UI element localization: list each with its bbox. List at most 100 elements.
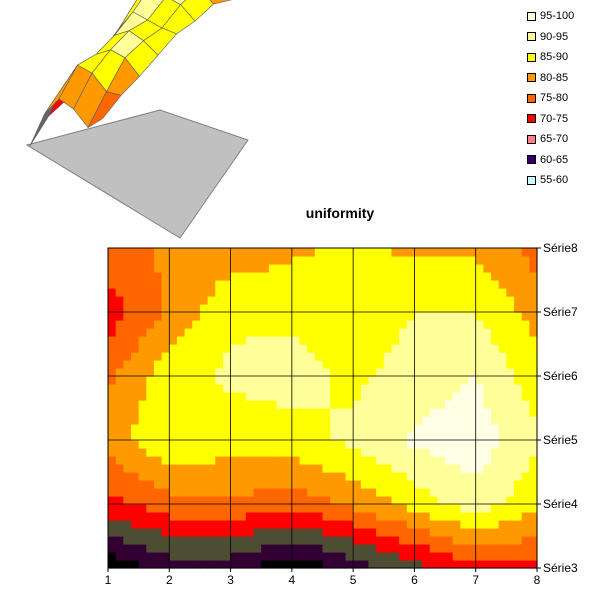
contour-cell bbox=[146, 312, 155, 321]
contour-cell bbox=[498, 496, 507, 505]
contour-cell bbox=[391, 416, 400, 425]
contour-cell bbox=[475, 288, 484, 297]
contour-cell bbox=[268, 448, 278, 457]
contour-cell bbox=[238, 408, 247, 417]
contour-cell bbox=[399, 504, 408, 513]
contour-cell bbox=[130, 400, 140, 409]
contour-cell bbox=[153, 456, 163, 465]
contour-cell bbox=[169, 328, 178, 337]
contour-cell bbox=[230, 264, 239, 273]
contour-cell bbox=[291, 496, 301, 505]
contour-cell bbox=[276, 408, 285, 417]
x-tick-label: 5 bbox=[350, 573, 357, 587]
contour-cell bbox=[123, 304, 132, 313]
contour-cell bbox=[130, 416, 140, 425]
contour-cell bbox=[108, 512, 117, 521]
contour-cell bbox=[368, 472, 377, 481]
contour-cell bbox=[161, 552, 170, 561]
contour-cell bbox=[284, 280, 293, 289]
contour-cell bbox=[238, 528, 247, 537]
contour-cell bbox=[199, 272, 209, 281]
contour-cell bbox=[215, 288, 224, 297]
contour-cell bbox=[299, 312, 308, 321]
contour-cell bbox=[322, 416, 331, 425]
contour-cell bbox=[414, 376, 423, 385]
contour-cell bbox=[199, 536, 209, 545]
contour-cell bbox=[376, 408, 385, 417]
contour-cell bbox=[123, 248, 132, 257]
contour-cell bbox=[215, 328, 224, 337]
contour-cell bbox=[460, 312, 469, 321]
contour-cell bbox=[460, 464, 469, 473]
contour-cell bbox=[130, 560, 140, 569]
contour-cell bbox=[337, 448, 347, 457]
contour-cell bbox=[468, 536, 477, 545]
contour-cell bbox=[108, 528, 117, 537]
contour-cell bbox=[337, 272, 347, 281]
contour-cell bbox=[360, 288, 370, 297]
contour-cell bbox=[429, 536, 439, 545]
series-tick-label: Série3 bbox=[543, 561, 578, 575]
contour-cell bbox=[222, 456, 232, 465]
contour-cell bbox=[529, 312, 538, 321]
contour-cell bbox=[498, 272, 507, 281]
contour-cell bbox=[337, 480, 347, 489]
contour-cell bbox=[268, 312, 278, 321]
contour-cell bbox=[245, 480, 255, 489]
contour-cell bbox=[184, 536, 193, 545]
contour-cell bbox=[437, 336, 446, 345]
contour-cell bbox=[169, 440, 178, 449]
contour-cell bbox=[115, 512, 124, 521]
contour-cell bbox=[176, 296, 186, 305]
contour-cell bbox=[322, 408, 331, 417]
contour-cell bbox=[498, 560, 507, 569]
contour-cell bbox=[406, 432, 416, 441]
legend-item: 70-75 bbox=[527, 109, 597, 130]
contour-cell bbox=[115, 496, 124, 505]
contour-cell bbox=[475, 264, 484, 273]
contour-cell bbox=[284, 256, 293, 265]
contour-cell bbox=[245, 552, 255, 561]
contour-cell bbox=[222, 520, 232, 529]
contour-cell bbox=[199, 352, 209, 361]
contour-cell bbox=[184, 480, 193, 489]
contour-cell bbox=[230, 560, 239, 569]
contour-cell bbox=[422, 288, 431, 297]
contour-cell bbox=[406, 520, 416, 529]
contour-cell bbox=[115, 552, 124, 561]
contour-cell bbox=[253, 456, 262, 465]
contour-cell bbox=[483, 376, 492, 385]
contour-cell bbox=[491, 440, 500, 449]
contour-cell bbox=[207, 536, 216, 545]
contour-cell bbox=[475, 504, 484, 513]
contour-cell bbox=[153, 352, 163, 361]
contour-cell bbox=[514, 464, 523, 473]
contour-cell bbox=[284, 352, 293, 361]
contour-cell bbox=[222, 472, 232, 481]
contour-cell bbox=[429, 544, 439, 553]
contour-cell bbox=[192, 328, 201, 337]
contour-cell bbox=[406, 536, 416, 545]
contour-cell bbox=[337, 560, 347, 569]
contour-cell bbox=[299, 424, 308, 433]
contour-cell bbox=[207, 384, 216, 393]
contour-cell bbox=[276, 424, 285, 433]
contour-cell bbox=[230, 384, 239, 393]
contour-cell bbox=[307, 552, 316, 561]
contour-cell bbox=[138, 456, 147, 465]
contour-cell bbox=[184, 272, 193, 281]
contour-cell bbox=[491, 496, 500, 505]
contour-cell bbox=[460, 408, 469, 417]
contour-cell bbox=[353, 360, 362, 369]
contour-cell bbox=[330, 328, 339, 337]
contour-cell bbox=[299, 512, 308, 521]
contour-cell bbox=[414, 464, 423, 473]
contour-cell bbox=[230, 440, 239, 449]
contour-cell bbox=[108, 264, 117, 273]
contour-cell bbox=[153, 344, 163, 353]
contour-cell bbox=[253, 448, 262, 457]
contour-cell bbox=[169, 560, 178, 569]
contour-cell bbox=[238, 464, 247, 473]
contour-cell bbox=[108, 416, 117, 425]
contour-cell bbox=[161, 272, 170, 281]
